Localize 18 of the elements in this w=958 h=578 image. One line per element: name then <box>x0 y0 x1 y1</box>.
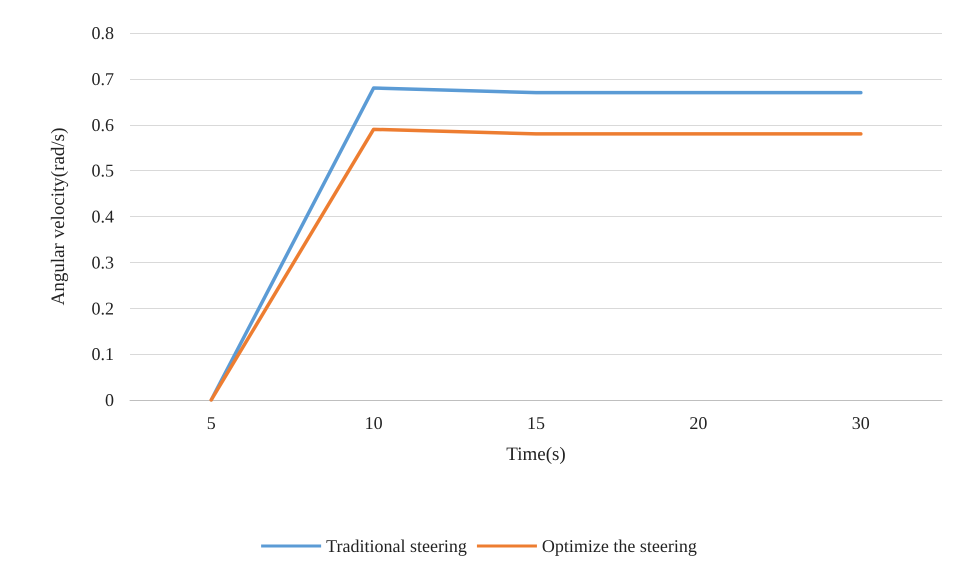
x-tick-label: 30 <box>852 413 870 433</box>
x-tick-label: 20 <box>689 413 708 433</box>
y-tick-label: 0.4 <box>92 206 114 226</box>
legend-label: Traditional steering <box>326 536 467 556</box>
y-tick-label: 0.3 <box>92 252 114 272</box>
x-tick-label: 15 <box>527 413 545 433</box>
y-tick-label: 0.2 <box>92 298 114 318</box>
x-tick-label: 5 <box>206 413 216 433</box>
y-tick-label: 0 <box>105 390 114 410</box>
legend-label: Optimize the steering <box>542 536 697 556</box>
x-tick-label: 10 <box>364 413 383 433</box>
x-axis-title: Time(s) <box>506 444 566 465</box>
y-tick-label: 0.6 <box>92 114 114 135</box>
y-tick-label: 0.8 <box>92 23 114 43</box>
y-tick-label: 0.7 <box>92 68 114 89</box>
y-axis-title: Angular velocity(rad/s) <box>48 128 69 306</box>
y-tick-label: 0.5 <box>92 160 114 181</box>
y-tick-label: 0.1 <box>92 344 114 364</box>
